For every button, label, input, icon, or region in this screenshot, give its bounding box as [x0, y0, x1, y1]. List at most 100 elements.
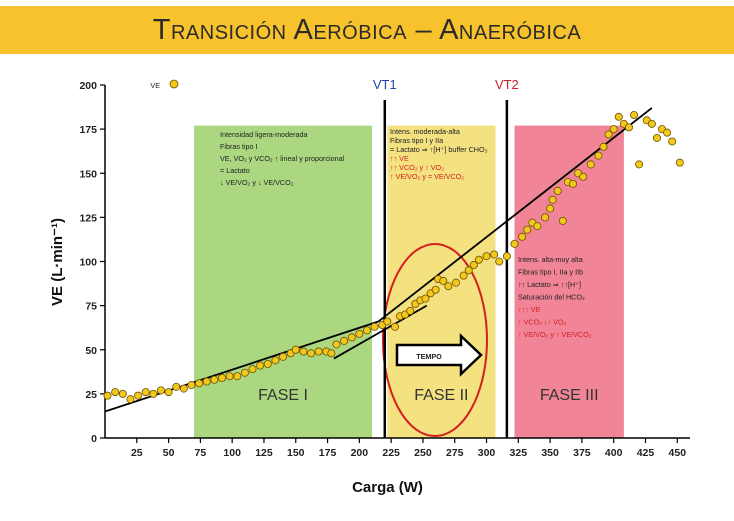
data-point: [421, 294, 430, 303]
data-point: [141, 388, 150, 397]
x-tick-label: 175: [319, 447, 337, 459]
y-tick-label: 200: [79, 80, 97, 92]
data-point: [248, 365, 257, 374]
phase1-annotation-line-1: Intensidad ligera-moderada: [220, 130, 308, 139]
data-point: [495, 257, 504, 266]
trend-line-3: [377, 107, 653, 323]
data-point: [327, 349, 336, 358]
x-tick-label: 125: [255, 447, 273, 459]
highlight-ellipse: [382, 243, 488, 437]
phase-region-3: [514, 125, 624, 438]
data-point: [431, 285, 440, 294]
threshold-label-vt1: VT1: [373, 77, 397, 92]
data-point: [240, 368, 249, 377]
phase3-annotation-line-4: Saturación del HCO₃: [518, 293, 585, 302]
phase-label-3: FASE III: [540, 387, 599, 404]
data-point: [652, 133, 661, 142]
phase-label-2: FASE II: [414, 387, 468, 404]
x-tick-label: 250: [414, 447, 432, 459]
x-tick-label: 225: [382, 447, 400, 459]
phase2-annotation-line-3: = Lactato ⇒ ↑[H⁺] buffer CHO₃: [390, 145, 488, 154]
data-point: [332, 340, 341, 349]
data-point: [156, 386, 165, 395]
data-point: [279, 352, 288, 361]
data-point: [630, 111, 639, 120]
data-point: [469, 261, 478, 270]
phase3-annotation-line-6: ↑ VCO₂ ↓↑ VO₂: [518, 318, 567, 327]
x-tick-label: 25: [131, 447, 143, 459]
data-point: [362, 326, 371, 335]
data-point: [149, 389, 158, 398]
x-tick-label: 350: [541, 447, 559, 459]
data-point: [548, 195, 557, 204]
data-point: [668, 137, 677, 146]
data-point: [271, 356, 280, 365]
x-tick-label: 100: [223, 447, 241, 459]
data-point: [355, 329, 364, 338]
data-point: [314, 347, 323, 356]
data-point: [256, 361, 265, 370]
data-point: [202, 377, 211, 386]
phase3-annotation-line-1: Intens. alta-muy alta: [518, 255, 583, 264]
phase1-annotation-line-4: = Lactato: [220, 166, 250, 175]
data-point: [451, 278, 460, 287]
y-tick-label: 25: [85, 389, 97, 401]
tempo-arrow-label: TEMPO: [416, 352, 442, 361]
y-tick-label: 175: [79, 124, 97, 136]
data-point: [233, 372, 242, 381]
data-point: [291, 345, 300, 354]
x-tick-label: 375: [573, 447, 591, 459]
x-tick-label: 300: [478, 447, 496, 459]
threshold-layer: VT1 VT2: [373, 77, 519, 438]
data-point: [459, 271, 468, 280]
phase-label-1: FASE I: [258, 387, 308, 404]
data-point: [614, 112, 623, 121]
data-point: [599, 142, 608, 151]
data-point: [406, 306, 415, 315]
phase2-annotation-line-6: ↑ VE/VO₂ y = VE/VCO₂: [390, 172, 464, 181]
data-point: [579, 172, 588, 181]
data-point: [663, 128, 672, 137]
x-tick-label: 400: [605, 447, 623, 459]
data-point: [546, 204, 555, 213]
x-tick-label: 450: [669, 447, 687, 459]
x-tick-label: 150: [287, 447, 305, 459]
data-point: [558, 216, 567, 225]
data-point: [553, 186, 562, 195]
phase2-annotation-line-4: ↑↑ VE: [390, 154, 409, 163]
data-point: [482, 252, 491, 261]
data-point: [299, 347, 308, 356]
x-axis-label: Carga (W): [352, 479, 423, 496]
data-point: [172, 382, 181, 391]
y-axis-label: VE (L·min⁻¹): [49, 218, 66, 306]
title-banner: [0, 6, 734, 54]
y-tick-label: 50: [85, 345, 97, 357]
data-point: [604, 130, 613, 139]
data-point: [624, 123, 633, 132]
data-point: [541, 213, 550, 222]
page-title: Transición Aeróbica – Anaeróbica: [152, 14, 582, 46]
x-tick-label: 200: [351, 447, 369, 459]
x-tick-label: 75: [195, 447, 207, 459]
x-tick-label: 275: [446, 447, 464, 459]
data-point: [594, 151, 603, 160]
data-point: [647, 119, 656, 128]
data-point: [179, 384, 188, 393]
data-point: [502, 252, 511, 261]
threshold-label-vt2: VT2: [495, 77, 519, 92]
phases-layer: [194, 125, 624, 438]
phase3-annotation-line-3: ↑↑ Lactato ⇒ ↑↑[H⁺]: [518, 280, 581, 289]
phase1-annotation-line-2: Fibras tipo I: [220, 142, 258, 151]
data-point: [569, 179, 578, 188]
y-tick-label: 125: [79, 212, 97, 224]
data-point: [490, 250, 499, 259]
axes-layer: 0 25 50 75 100 125 150 175 200 25 50 75 100 125 150 175…: [49, 80, 690, 496]
data-point: [217, 373, 226, 382]
data-point: [370, 322, 379, 331]
ellipse-layer: [382, 243, 488, 437]
phase3-annotation-line-7: ↑ VE/VO₂ y ↑ VE/VCO₂: [518, 330, 592, 339]
y-tick-label: 100: [79, 257, 97, 269]
data-point: [635, 160, 644, 169]
tempo-arrow-icon: [395, 333, 483, 377]
